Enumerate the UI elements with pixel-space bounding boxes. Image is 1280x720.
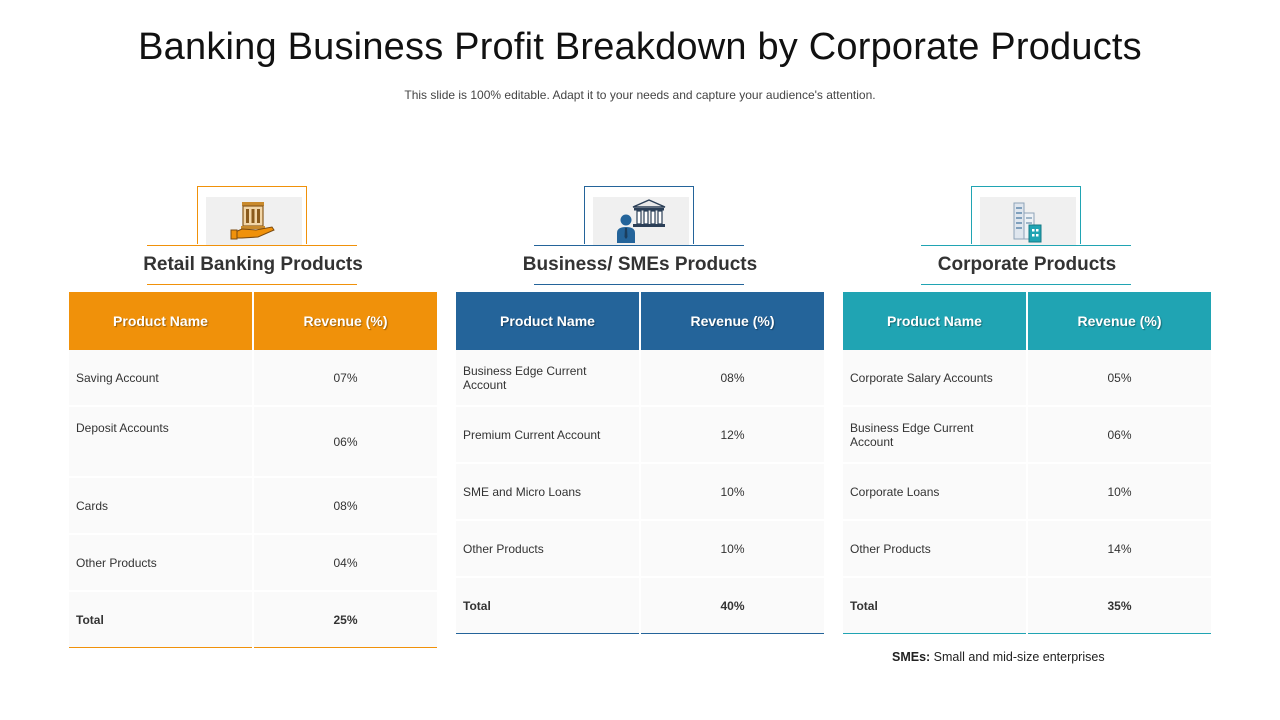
revenue-cell: 05% xyxy=(1026,350,1211,407)
table-row: Cards 08% xyxy=(69,477,437,535)
table-header-row: Product Name Revenue (%) xyxy=(69,292,437,350)
product-name-cell: SME and Micro Loans xyxy=(456,463,640,521)
revenue-cell: 07% xyxy=(252,350,437,407)
table-row: SME and Micro Loans 10% xyxy=(456,463,824,521)
table-row: Other Products 04% xyxy=(69,534,437,592)
product-name-cell: Other Products xyxy=(456,520,640,578)
total-row: Total 25% xyxy=(69,591,437,648)
table-row: Deposit Accounts 06% xyxy=(69,406,437,478)
footnote: SMEs: Small and mid-size enterprises xyxy=(892,650,1105,664)
table-row: Corporate Salary Accounts 05% xyxy=(843,350,1211,407)
corporate-table: Product Name Revenue (%) Corporate Salar… xyxy=(843,292,1211,634)
table-row: Premium Current Account 12% xyxy=(456,406,824,464)
product-name-cell: Deposit Accounts xyxy=(69,406,253,478)
revenue-cell: 10% xyxy=(1026,463,1211,521)
revenue-cell: 10% xyxy=(639,520,824,578)
column-header-revenue: Revenue (%) xyxy=(1027,292,1211,350)
page-title: Banking Business Profit Breakdown by Cor… xyxy=(138,26,1142,68)
product-name-cell: Cards xyxy=(69,477,253,535)
total-value: 25% xyxy=(252,591,437,648)
product-name-cell: Corporate Salary Accounts xyxy=(843,350,1027,407)
revenue-cell: 04% xyxy=(252,534,437,592)
column-header-revenue: Revenue (%) xyxy=(640,292,824,350)
footnote-text: Small and mid-size enterprises xyxy=(930,650,1105,664)
table-row: Other Products 14% xyxy=(843,520,1211,578)
revenue-cell: 14% xyxy=(1026,520,1211,578)
total-label: Total xyxy=(69,591,253,648)
retail-title: Retail Banking Products xyxy=(143,254,363,275)
product-name-cell: Corporate Loans xyxy=(843,463,1027,521)
total-row: Total 40% xyxy=(456,577,824,634)
smes-title: Business/ SMEs Products xyxy=(522,254,758,275)
corporate-title: Corporate Products xyxy=(937,254,1117,275)
table-row: Business Edge Current Account 08% xyxy=(456,350,824,407)
table-row: Other Products 10% xyxy=(456,520,824,578)
footnote-label: SMEs: xyxy=(892,650,931,664)
revenue-cell: 06% xyxy=(252,406,437,478)
page-subtitle: This slide is 100% editable. Adapt it to… xyxy=(404,88,876,102)
bank-in-hand-icon xyxy=(230,202,275,240)
businessman-bank-icon xyxy=(617,199,666,243)
total-value: 40% xyxy=(639,577,824,634)
revenue-cell: 08% xyxy=(252,477,437,535)
column-header-product-name: Product Name xyxy=(456,292,641,350)
table-row: Corporate Loans 10% xyxy=(843,463,1211,521)
retail-icon-frame xyxy=(197,186,307,245)
revenue-cell: 12% xyxy=(639,406,824,464)
revenue-cell: 06% xyxy=(1026,406,1211,464)
product-name-cell: Business Edge Current Account xyxy=(456,350,640,407)
total-label: Total xyxy=(456,577,640,634)
column-header-product-name: Product Name xyxy=(69,292,254,350)
product-name-cell: Other Products xyxy=(69,534,253,592)
product-name-cell: Premium Current Account xyxy=(456,406,640,464)
column-header-product-name: Product Name xyxy=(843,292,1028,350)
table-header-row: Product Name Revenue (%) xyxy=(456,292,824,350)
total-label: Total xyxy=(843,577,1027,634)
corporate-icon-frame xyxy=(971,186,1081,245)
office-buildings-icon xyxy=(1013,202,1042,243)
retail-table: Product Name Revenue (%) Saving Account … xyxy=(69,292,437,648)
smes-table: Product Name Revenue (%) Business Edge C… xyxy=(456,292,824,634)
revenue-cell: 08% xyxy=(639,350,824,407)
revenue-cell: 10% xyxy=(639,463,824,521)
smes-icon-frame xyxy=(584,186,694,245)
table-row: Business Edge Current Account 06% xyxy=(843,406,1211,464)
column-header-revenue: Revenue (%) xyxy=(253,292,437,350)
total-value: 35% xyxy=(1026,577,1211,634)
total-row: Total 35% xyxy=(843,577,1211,634)
table-header-row: Product Name Revenue (%) xyxy=(843,292,1211,350)
table-row: Saving Account 07% xyxy=(69,350,437,407)
product-name-cell: Business Edge Current Account xyxy=(843,406,1027,464)
product-name-cell: Saving Account xyxy=(69,350,253,407)
product-name-cell: Other Products xyxy=(843,520,1027,578)
